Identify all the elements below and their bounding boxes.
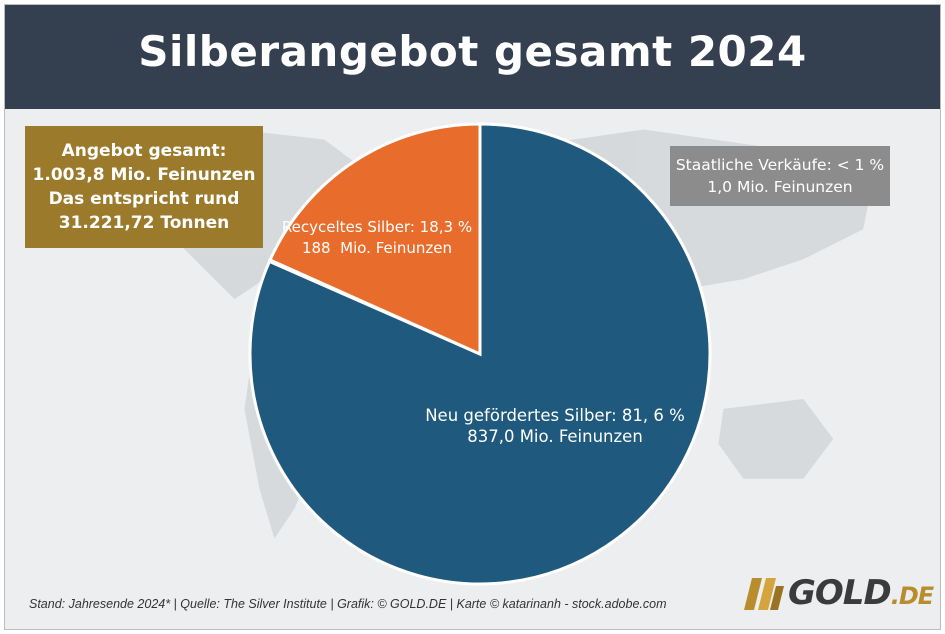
infographic-frame: Silberangebot gesamt 2024 Angebot gesamt…: [4, 4, 941, 630]
gold-bars-icon: [744, 578, 784, 610]
footer-source-text: Stand: Jahresende 2024* | Quelle: The Si…: [29, 597, 667, 611]
header-bar: Silberangebot gesamt 2024: [5, 5, 940, 109]
pie-slice-recyceltes-silber: [268, 122, 482, 357]
recycled-label-line-2: 188 Mio. Feinunzen: [301, 239, 453, 257]
total-line-4: 31.221,72 Tonnen: [58, 213, 230, 233]
total-line-3: Das entspricht rund: [48, 189, 240, 209]
state-line-2: 1,0 Mio. Feinunzen: [707, 178, 853, 196]
recycled-label-line-1: Recyceltes Silber: 18,3 %: [281, 218, 473, 236]
page-title: Silberangebot gesamt 2024: [138, 27, 807, 76]
australia-shape: [718, 398, 834, 479]
new-silver-slice-label: Neu gefördertes Silber: 81, 6 % 837,0 Mi…: [415, 405, 695, 447]
total-supply-box: Angebot gesamt: 1.003,8 Mio. Feinunzen D…: [25, 126, 263, 248]
state-line-1: Staatliche Verkäufe: < 1 %: [675, 156, 885, 174]
total-line-1: Angebot gesamt:: [61, 141, 227, 161]
state-sales-box: Staatliche Verkäufe: < 1 % 1,0 Mio. Fein…: [670, 146, 890, 206]
new-label-line-1: Neu gefördertes Silber: 81, 6 %: [425, 406, 685, 425]
new-label-line-2: 837,0 Mio. Feinunzen: [467, 427, 643, 446]
logo-main-text: GOLD: [788, 573, 892, 613]
recycled-slice-label: Recyceltes Silber: 18,3 % 188 Mio. Feinu…: [277, 217, 477, 259]
gold-de-logo: GOLD.DE: [740, 567, 934, 619]
pie-chart: [248, 122, 712, 586]
total-line-2: 1.003,8 Mio. Feinunzen: [32, 165, 256, 185]
logo-suffix-text: .DE: [890, 582, 934, 610]
logo-wordmark: GOLD.DE: [788, 573, 934, 613]
